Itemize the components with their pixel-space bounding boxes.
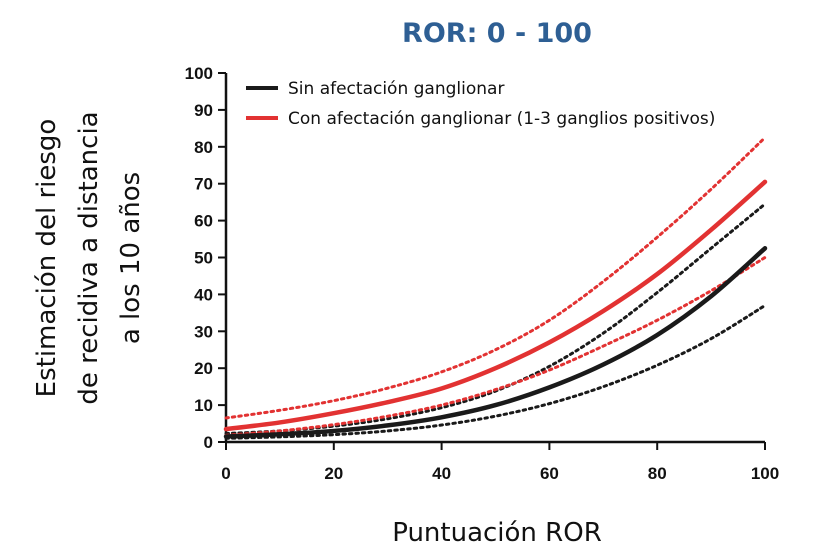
y-tick-label: 50 <box>194 249 213 268</box>
x-axis-title: Puntuación ROR <box>392 518 602 548</box>
series-1-ci-lower-line <box>224 256 767 437</box>
x-tick-label: 40 <box>432 464 451 483</box>
legend: Sin afectación ganglionar Con afectación… <box>246 79 715 129</box>
chart-title: ROR: 0 - 100 <box>402 18 592 49</box>
x-tick-label: 100 <box>751 464 779 483</box>
series-1-main-line <box>223 179 768 432</box>
x-tick-label: 20 <box>324 464 343 483</box>
plot-series <box>223 136 768 440</box>
y-tick-label: 60 <box>194 212 213 231</box>
legend-label-con-afectacion: Con afectación ganglionar (1-3 ganglios … <box>288 109 715 129</box>
y-axis-title: Estimación del riesgo de recidiva a dist… <box>32 111 146 404</box>
y-axis-title-line-3: a los 10 años <box>116 172 146 344</box>
y-axis-title-line-2: de recidiva a distancia <box>74 111 104 404</box>
y-axis-title-line-1: Estimación del riesgo <box>32 119 62 398</box>
x-axis-ticks: 0 20 40 60 80 100 <box>221 442 779 483</box>
x-tick-label: 80 <box>648 464 667 483</box>
y-tick-label: 80 <box>194 138 213 157</box>
y-tick-label: 10 <box>194 396 213 415</box>
y-tick-label: 90 <box>194 101 213 120</box>
y-tick-label: 20 <box>194 359 213 378</box>
y-tick-label: 70 <box>194 175 213 194</box>
x-tick-label: 60 <box>540 464 559 483</box>
legend-label-sin-afectacion: Sin afectación ganglionar <box>288 79 504 99</box>
x-tick-label: 0 <box>221 464 230 483</box>
y-tick-label: 30 <box>194 322 213 341</box>
series-0-ci-lower-line <box>224 303 767 440</box>
y-axis-ticks: 0 10 20 30 40 50 60 70 80 90 100 <box>185 64 226 452</box>
y-tick-label: 40 <box>194 285 213 304</box>
series-1-ci-upper-line <box>224 136 767 420</box>
series-0-ci-upper-line <box>224 202 767 436</box>
series-0-main-line <box>223 246 768 439</box>
y-tick-label: 0 <box>204 433 213 452</box>
y-tick-label: 100 <box>185 64 213 83</box>
